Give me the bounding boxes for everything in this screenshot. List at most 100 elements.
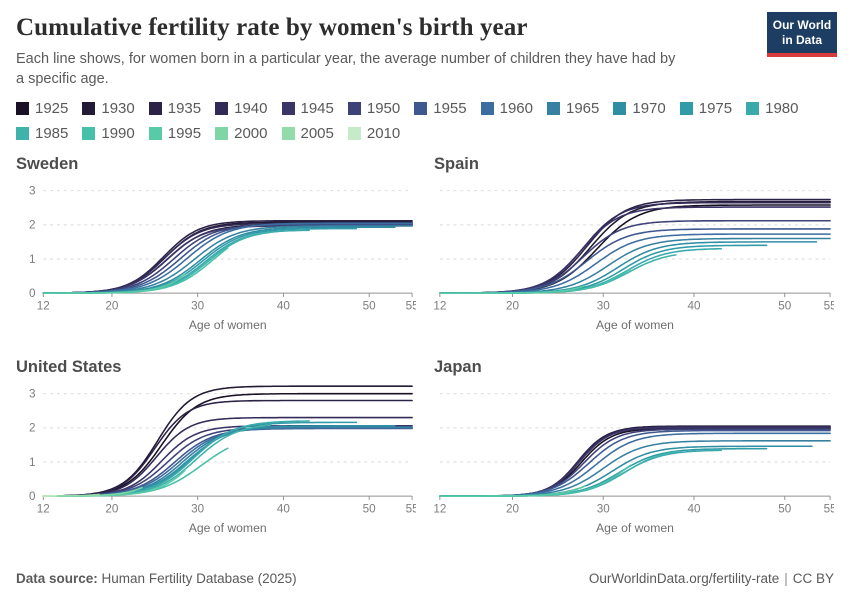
legend-year-label: 1980: [765, 99, 799, 117]
legend-item-2010: 2010: [347, 123, 401, 143]
legend-year-label: 1990: [101, 124, 135, 142]
svg-text:Age of women: Age of women: [596, 521, 674, 535]
legend-swatch: [148, 126, 162, 140]
page-title: Cumulative fertility rate by women's bir…: [16, 14, 528, 41]
panel-title-japan: Japan: [434, 357, 482, 376]
data-source-value: Human Fertility Database (2025): [101, 571, 297, 586]
plot-japan: 12 20 30 40 50 55 Age of women: [434, 381, 834, 547]
panel-title-united-states: United States: [16, 357, 122, 376]
chart-united-states: 1220304050550123Age of women: [29, 385, 416, 535]
footer-links: OurWorldinData.org/fertility-rate | CC BY: [589, 571, 834, 586]
legend-year-label: 1940: [234, 99, 268, 117]
svg-text:3: 3: [29, 185, 36, 198]
plot-spain: 12 20 30 40 50 55 Age of women: [434, 178, 834, 344]
owid-logo-line2: in Data: [781, 33, 822, 47]
data-source-label: Data source:: [16, 571, 98, 586]
legend-item-1975: 1975: [679, 98, 733, 118]
legend-year-label: 1970: [632, 99, 666, 117]
legend-item-1955: 1955: [414, 98, 467, 118]
legend-item-1925: 1925: [16, 98, 68, 118]
svg-text:40: 40: [687, 300, 701, 313]
svg-text:12: 12: [37, 300, 50, 313]
legend-swatch: [215, 126, 229, 140]
legend-year-label: 1965: [566, 99, 600, 117]
legend-year-label: 2005: [300, 124, 334, 142]
footer-url[interactable]: OurWorldinData.org/fertility-rate: [588, 571, 780, 586]
plot-united-states: 1220304050550123Age of women: [16, 381, 416, 547]
legend: 1925 1930 1935 1940 1945 1950 1955 1960 1965 1970…: [16, 98, 834, 143]
svg-text:50: 50: [778, 300, 792, 313]
svg-text:2: 2: [29, 219, 36, 232]
legend-year-label: 1925: [35, 99, 69, 117]
header: Cumulative fertility rate by women's bir…: [0, 0, 850, 89]
chart-sweden: 1220304050550123Age of women: [29, 185, 416, 333]
legend-item-1950: 1950: [347, 98, 401, 118]
legend-item-2005: 2005: [281, 123, 334, 143]
svg-text:55: 55: [824, 300, 834, 313]
legend-swatch: [613, 101, 627, 115]
svg-text:40: 40: [687, 503, 701, 516]
panel-title-spain: Spain: [434, 155, 479, 173]
legend-item-1990: 1990: [82, 123, 135, 143]
svg-text:2: 2: [29, 422, 36, 435]
legend-item-1970: 1970: [613, 98, 666, 118]
legend-item-1985: 1985: [16, 123, 68, 143]
plot-sweden: 1220304050550123Age of women: [16, 178, 416, 344]
svg-text:3: 3: [29, 387, 36, 400]
legend-swatch: [480, 101, 494, 115]
chart-spain: 12 20 30 40 50 55 Age of women: [434, 190, 834, 332]
svg-text:Age of women: Age of women: [189, 521, 267, 535]
legend-year-label: 1930: [101, 99, 135, 117]
svg-text:20: 20: [506, 300, 520, 313]
svg-text:1: 1: [29, 253, 36, 266]
svg-text:55: 55: [406, 300, 416, 313]
data-source: Data source: Human Fertility Database (2…: [16, 571, 297, 586]
legend-item-1995: 1995: [148, 123, 202, 143]
owid-logo-line1: Our World: [772, 18, 832, 32]
footer-divider: |: [784, 571, 788, 586]
owid-logo[interactable]: Our World in Data: [767, 12, 837, 57]
legend-swatch: [16, 126, 29, 140]
legend-swatch: [414, 101, 428, 115]
legend-item-1965: 1965: [547, 98, 599, 118]
legend-year-label: 1985: [35, 124, 69, 142]
charts-grid: Sweden 1220304050550123Age of women Spai…: [16, 147, 834, 547]
legend-swatch: [281, 101, 295, 115]
panel-title-sweden: Sweden: [16, 155, 79, 173]
svg-text:30: 30: [597, 503, 611, 516]
svg-text:20: 20: [506, 503, 520, 516]
svg-text:12: 12: [37, 503, 50, 516]
svg-text:12: 12: [434, 300, 446, 313]
legend-swatch: [347, 126, 361, 140]
legend-year-label: 1950: [366, 99, 401, 117]
legend-item-1940: 1940: [215, 98, 268, 118]
legend-year-label: 1975: [698, 99, 733, 117]
svg-text:20: 20: [105, 503, 119, 516]
svg-text:30: 30: [191, 300, 205, 313]
legend-swatch: [148, 101, 162, 115]
panel-japan: Japan 12 20 30 40 50 55 Age of women: [434, 350, 834, 547]
chart-japan: 12 20 30 40 50 55 Age of women: [434, 393, 834, 535]
svg-text:55: 55: [824, 503, 834, 516]
legend-swatch: [547, 101, 560, 115]
legend-year-label: 1955: [433, 99, 467, 117]
legend-item-2000: 2000: [215, 123, 268, 143]
svg-text:30: 30: [191, 503, 205, 516]
legend-swatch: [281, 126, 295, 140]
svg-text:50: 50: [363, 300, 377, 313]
legend-swatch: [746, 101, 760, 115]
svg-text:40: 40: [277, 503, 291, 516]
footer-license: CC BY: [792, 571, 834, 586]
legend-item-1960: 1960: [480, 98, 533, 118]
legend-swatch: [215, 101, 229, 115]
legend-swatch: [82, 126, 96, 140]
svg-text:55: 55: [406, 503, 416, 516]
legend-swatch: [82, 101, 96, 115]
svg-text:50: 50: [778, 503, 792, 516]
legend-item-1935: 1935: [148, 98, 201, 118]
legend-year-label: 1995: [167, 124, 202, 142]
legend-year-label: 1945: [300, 99, 334, 117]
legend-year-label: 2010: [366, 124, 401, 142]
svg-text:40: 40: [277, 300, 291, 313]
